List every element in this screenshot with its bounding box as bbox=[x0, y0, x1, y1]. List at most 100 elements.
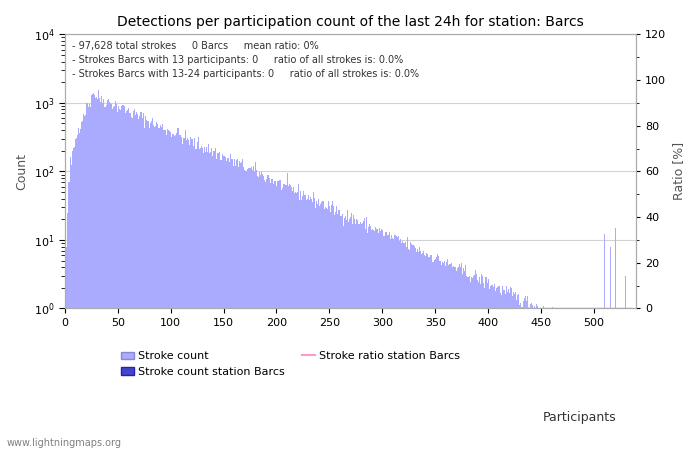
Bar bbox=[92, 94, 93, 450]
Bar bbox=[549, 308, 550, 450]
Bar bbox=[181, 137, 182, 450]
Bar bbox=[352, 224, 354, 450]
Bar bbox=[75, 139, 76, 450]
Bar bbox=[303, 191, 304, 450]
Bar bbox=[590, 308, 592, 450]
Bar bbox=[116, 104, 117, 450]
Bar bbox=[580, 308, 581, 450]
Bar bbox=[364, 218, 365, 450]
Bar bbox=[78, 128, 79, 450]
Bar bbox=[81, 122, 82, 450]
Bar bbox=[222, 154, 223, 450]
Bar bbox=[532, 305, 533, 450]
Bar bbox=[370, 226, 371, 450]
Bar bbox=[529, 308, 530, 450]
Bar bbox=[457, 269, 458, 450]
Bar bbox=[249, 168, 251, 450]
Bar bbox=[478, 282, 479, 450]
Bar bbox=[136, 112, 137, 450]
Bar bbox=[530, 304, 531, 450]
Bar bbox=[542, 306, 544, 450]
Bar bbox=[333, 206, 334, 450]
Bar bbox=[390, 239, 391, 450]
Bar bbox=[329, 206, 330, 450]
Bar bbox=[269, 178, 270, 450]
Bar bbox=[561, 308, 563, 450]
Bar bbox=[271, 179, 272, 450]
Bar bbox=[546, 308, 547, 450]
Bar bbox=[419, 247, 420, 450]
Bar bbox=[405, 242, 406, 450]
Bar bbox=[77, 135, 78, 450]
Bar bbox=[402, 241, 403, 450]
Bar bbox=[65, 276, 66, 450]
Bar bbox=[212, 156, 214, 450]
Bar bbox=[108, 102, 110, 450]
Bar bbox=[187, 139, 188, 450]
Bar bbox=[451, 263, 452, 450]
Bar bbox=[218, 153, 219, 450]
Bar bbox=[461, 263, 462, 450]
Bar bbox=[223, 156, 224, 450]
Bar bbox=[141, 118, 143, 450]
Bar bbox=[234, 166, 236, 450]
Stroke ratio station Barcs bbox=[217, 306, 225, 311]
Bar bbox=[259, 172, 260, 450]
Bar bbox=[189, 145, 190, 450]
Bar bbox=[505, 286, 507, 450]
Bar bbox=[228, 158, 230, 450]
Bar bbox=[190, 137, 191, 450]
Bar bbox=[93, 93, 94, 450]
Bar bbox=[588, 308, 589, 450]
Bar bbox=[536, 304, 538, 450]
Bar bbox=[300, 191, 301, 450]
Bar bbox=[331, 205, 332, 450]
Stroke ratio station Barcs bbox=[486, 306, 494, 311]
Bar bbox=[369, 225, 370, 450]
Bar bbox=[319, 206, 321, 450]
Bar bbox=[388, 235, 389, 450]
Bar bbox=[286, 173, 288, 450]
Bar bbox=[217, 153, 218, 450]
Stroke ratio station Barcs bbox=[501, 306, 510, 311]
Bar bbox=[121, 106, 122, 450]
Bar bbox=[495, 291, 496, 450]
Bar bbox=[404, 243, 405, 450]
Bar bbox=[156, 122, 158, 450]
Bar bbox=[449, 264, 451, 450]
Bar bbox=[82, 121, 83, 450]
Bar bbox=[454, 267, 455, 450]
Bar bbox=[94, 94, 95, 450]
Bar bbox=[137, 114, 139, 450]
Bar bbox=[123, 106, 125, 450]
Bar bbox=[302, 196, 303, 450]
Bar bbox=[151, 121, 152, 450]
Bar bbox=[570, 308, 571, 450]
Bar bbox=[397, 237, 398, 450]
Bar bbox=[391, 235, 392, 450]
Bar bbox=[280, 180, 281, 450]
Bar bbox=[559, 308, 561, 450]
Bar bbox=[443, 263, 444, 450]
Bar bbox=[538, 308, 540, 450]
Title: Detections per participation count of the last 24h for station: Barcs: Detections per participation count of th… bbox=[117, 15, 584, 29]
Bar bbox=[476, 274, 477, 450]
Bar bbox=[221, 161, 222, 450]
Bar bbox=[184, 138, 185, 450]
Bar bbox=[444, 261, 445, 450]
Bar bbox=[358, 224, 360, 450]
Bar bbox=[207, 153, 208, 450]
Bar bbox=[160, 126, 162, 450]
Bar bbox=[117, 112, 118, 450]
Bar bbox=[426, 253, 427, 450]
Bar bbox=[277, 181, 278, 450]
Bar bbox=[256, 170, 257, 450]
Bar bbox=[88, 107, 89, 450]
Bar bbox=[129, 113, 130, 450]
Bar bbox=[401, 243, 402, 450]
Bar bbox=[338, 210, 339, 450]
Bar bbox=[267, 175, 269, 450]
Bar bbox=[439, 261, 440, 450]
Bar bbox=[462, 274, 463, 450]
Bar bbox=[490, 286, 491, 450]
